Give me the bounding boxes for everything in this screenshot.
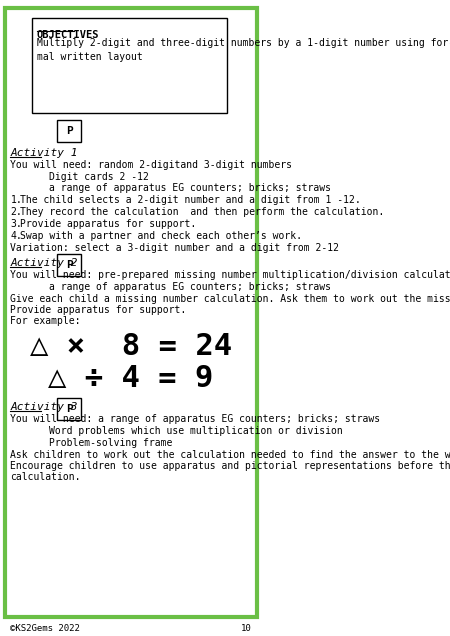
Text: Provide apparatus for support.: Provide apparatus for support.	[20, 219, 197, 229]
Text: For example:: For example:	[10, 315, 81, 326]
Text: 3.: 3.	[10, 219, 22, 229]
Text: 1.: 1.	[10, 195, 22, 205]
FancyBboxPatch shape	[57, 254, 81, 276]
Text: P: P	[66, 126, 72, 136]
Text: You will need: a range of apparatus EG counters; bricks; straws: You will need: a range of apparatus EG c…	[10, 413, 381, 424]
Text: ©KS2Gems 2022: ©KS2Gems 2022	[10, 625, 81, 633]
Text: Swap with a partner and check each other’s work.: Swap with a partner and check each other…	[20, 231, 302, 241]
Text: OBJECTIVES: OBJECTIVES	[36, 30, 99, 40]
FancyBboxPatch shape	[57, 120, 81, 142]
Text: You will need: random 2-digitand 3-digit numbers: You will need: random 2-digitand 3-digit…	[10, 160, 292, 170]
Text: Activity 1: Activity 1	[10, 148, 78, 158]
Text: Problem-solving frame: Problem-solving frame	[50, 438, 173, 448]
Text: 2.: 2.	[10, 207, 22, 217]
Text: P: P	[66, 404, 72, 413]
Text: Word problems which use multiplication or division: Word problems which use multiplication o…	[50, 425, 343, 436]
Text: Encourage children to use apparatus and pictorial representations before they wr: Encourage children to use apparatus and …	[10, 460, 450, 471]
Text: You will need: pre-prepared missing number multiplication/division calculations: You will need: pre-prepared missing numb…	[10, 270, 450, 280]
FancyBboxPatch shape	[32, 18, 227, 113]
Text: Give each child a missing number calculation. Ask them to work out the missing n: Give each child a missing number calcula…	[10, 294, 450, 304]
Text: a range of apparatus EG counters; bricks; straws: a range of apparatus EG counters; bricks…	[50, 282, 332, 292]
Text: a range of apparatus EG counters; bricks; straws: a range of apparatus EG counters; bricks…	[50, 183, 332, 193]
Text: Multiply 2-digit and three-digit numbers by a 1-digit number using for-
mal writ: Multiply 2-digit and three-digit numbers…	[36, 38, 450, 62]
Text: Digit cards 2 -12: Digit cards 2 -12	[50, 172, 149, 182]
Text: Activity 3: Activity 3	[10, 402, 78, 411]
FancyBboxPatch shape	[4, 8, 257, 618]
Text: Variation: select a 3-digit number and a digit from 2-12: Variation: select a 3-digit number and a…	[10, 243, 339, 252]
Text: 4.: 4.	[10, 231, 22, 241]
Text: Ask children to work out the calculation needed to find the answer to the word p: Ask children to work out the calculation…	[10, 450, 450, 460]
Text: P: P	[66, 259, 72, 270]
Text: Provide apparatus for support.: Provide apparatus for support.	[10, 305, 187, 315]
Text: 10: 10	[241, 625, 252, 633]
Text: They record the calculation  and then perform the calculation.: They record the calculation and then per…	[20, 207, 385, 217]
Text: △ ×  8 = 24: △ × 8 = 24	[30, 332, 232, 361]
Text: Activity 2: Activity 2	[10, 258, 78, 268]
Text: The child selects a 2-digit number and a digit from 1 -12.: The child selects a 2-digit number and a…	[20, 195, 361, 205]
FancyBboxPatch shape	[57, 398, 81, 420]
Text: △ ÷ 4 = 9: △ ÷ 4 = 9	[48, 364, 214, 392]
Text: calculation.: calculation.	[10, 472, 81, 481]
